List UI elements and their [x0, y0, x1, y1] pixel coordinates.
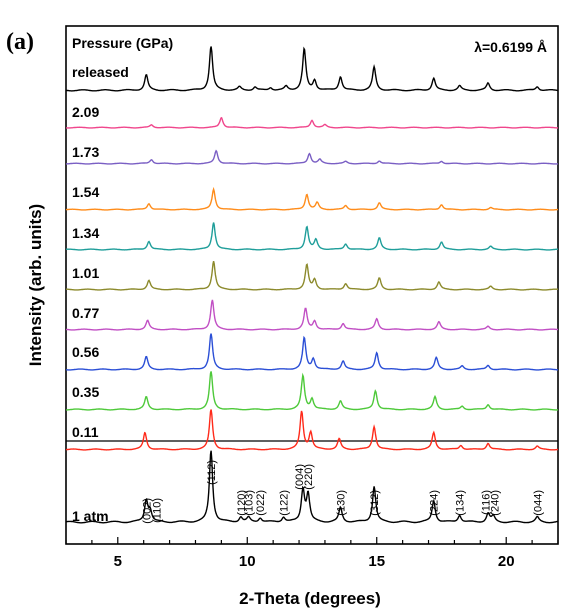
- series-label-1-73: 1.73: [72, 144, 99, 160]
- x-axis-label: 2-Theta (degrees): [239, 589, 381, 608]
- hkl-label-312: (312): [369, 490, 381, 516]
- hkl-label-044: (044): [532, 490, 544, 516]
- x-tick-label-20: 20: [498, 553, 515, 570]
- series-line-1-73: [66, 151, 558, 164]
- series-label-0-11: 0.11: [72, 424, 99, 440]
- series-line-0-56: [66, 334, 558, 370]
- hkl-label-224: (224): [429, 490, 441, 516]
- series-label-released: released: [72, 64, 129, 80]
- series-label-1-atm: 1 atm: [72, 508, 109, 524]
- wavelength-annotation: λ=0.6199 Å: [474, 39, 547, 55]
- hkl-label-103: (103): [244, 490, 256, 516]
- y-axis-label: Intensity (arb. units): [26, 204, 45, 366]
- hkl-label-220: (220): [303, 464, 315, 490]
- x-axis-ticks: 5 10 15 20: [66, 537, 558, 570]
- series-line-1-01: [66, 261, 558, 290]
- hkl-label-layer: (002)(110)(112)(120)(103) (022) (122)(004)…: [141, 460, 544, 524]
- series-line-0-11: [66, 410, 558, 450]
- series-label-0-56: 0.56: [72, 344, 99, 360]
- legend-title: Pressure (GPa): [72, 35, 173, 51]
- series-label-1-34: 1.34: [72, 225, 99, 241]
- series-label-2-09: 2.09: [72, 104, 99, 120]
- x-tick-label-15: 15: [368, 553, 385, 570]
- hkl-label-110: (110): [152, 498, 164, 523]
- series-line-1-54: [66, 189, 558, 210]
- series-label-1-01: 1.01: [72, 265, 99, 281]
- hkl-label-130: (130): [335, 490, 347, 516]
- series-line-2-09: [66, 118, 558, 128]
- panel-label: (a): [6, 29, 34, 55]
- hkl-label-022: (022): [255, 490, 267, 516]
- hkl-label-240: (240): [490, 490, 502, 516]
- series-line-0-35: [66, 371, 558, 410]
- series-line-1-34: [66, 223, 558, 250]
- series-layer: [66, 47, 558, 523]
- hkl-label-112: (112): [206, 460, 218, 485]
- series-label-layer: released 2.09 1.73 1.54 1.34 1.01 0.77 0.56 0.35…: [72, 64, 129, 524]
- x-tick-label-10: 10: [239, 553, 256, 570]
- series-label-0-77: 0.77: [72, 305, 99, 321]
- series-line-0-77: [66, 300, 558, 330]
- series-label-1-54: 1.54: [72, 184, 99, 200]
- hkl-label-134: (134): [455, 490, 467, 516]
- x-tick-label-5: 5: [114, 553, 122, 570]
- hkl-label-122: (122): [279, 490, 291, 516]
- series-label-0-35: 0.35: [72, 384, 99, 400]
